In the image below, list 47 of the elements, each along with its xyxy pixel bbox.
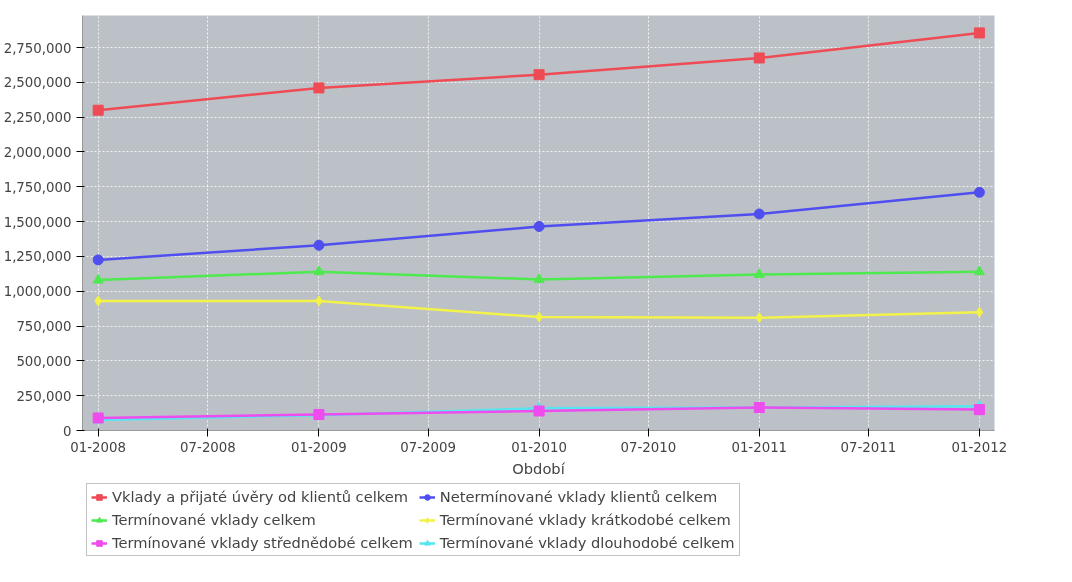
- y-tick-label: 2,750,000: [3, 40, 72, 56]
- point: [975, 306, 984, 318]
- point: [533, 405, 545, 417]
- y-tick-label: 1,250,000: [3, 249, 72, 265]
- y-tick-label: 0: [63, 423, 72, 439]
- y-tick-label: 1,500,000: [3, 214, 72, 230]
- point: [533, 69, 545, 81]
- point: [753, 52, 765, 64]
- legend-label: Termínované vklady krátkodobé celkem: [439, 511, 731, 528]
- point: [973, 27, 985, 39]
- legend-label: Termínované vklady celkem: [112, 511, 316, 528]
- legend-label: Termínované vklady dlouhodobé celkem: [439, 534, 735, 551]
- point: [92, 254, 104, 266]
- x-tick-label: 01-2008: [70, 439, 127, 455]
- point: [973, 404, 985, 416]
- y-tick-label: 1,750,000: [3, 179, 72, 195]
- legend-label: Netermínované vklady klientů celkem: [439, 488, 718, 505]
- x-tick-label: 07-2008: [180, 439, 236, 455]
- point: [753, 268, 765, 278]
- x-tick-label: 01-2012: [951, 439, 1008, 455]
- point: [533, 220, 545, 232]
- point: [313, 239, 325, 251]
- legend-label: Vklady a přijaté úvěry od klientů celkem: [112, 488, 409, 505]
- y-tick-label: 750,000: [16, 319, 72, 335]
- point: [92, 273, 104, 284]
- x-tick-label: 07-2011: [840, 439, 897, 455]
- y-tick-label: 2,500,000: [3, 75, 72, 91]
- y-tick-label: 2,000,000: [3, 144, 72, 160]
- legend-label: Termínované vklady střednědobé celkem: [112, 534, 413, 551]
- y-tick-label: 2,250,000: [3, 110, 72, 126]
- x-tick-label: 01-2011: [731, 439, 788, 455]
- x-tick-label: 01-2010: [511, 439, 567, 455]
- y-tick-label: 1,000,000: [3, 284, 72, 300]
- point: [755, 312, 764, 324]
- point: [533, 273, 545, 283]
- x-tick-label: 01-2009: [291, 439, 347, 455]
- y-tick-label: 250,000: [16, 388, 72, 404]
- x-tick-label: 07-2010: [620, 439, 677, 455]
- x-axis-title: Období: [512, 459, 566, 477]
- x-tick-label: 07-2009: [400, 439, 456, 455]
- y-tick-label: 500,000: [16, 353, 72, 369]
- point: [313, 82, 325, 94]
- point: [973, 186, 985, 198]
- point: [313, 265, 325, 276]
- point: [973, 265, 985, 276]
- point: [92, 104, 104, 116]
- point: [753, 208, 765, 220]
